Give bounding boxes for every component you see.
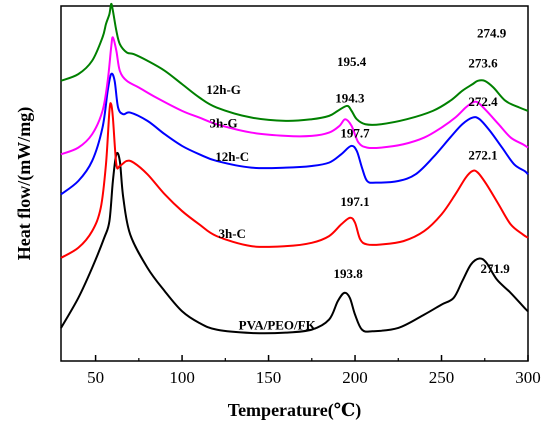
peak-label: 193.8 — [333, 266, 363, 281]
x-tick-label: 300 — [515, 368, 541, 387]
peak-label: 272.4 — [468, 94, 498, 109]
peak-label: 195.4 — [337, 54, 367, 69]
curve-label: 12h-C — [215, 149, 249, 164]
peak-label: 197.1 — [340, 194, 369, 209]
peak-label: 194.3 — [335, 91, 365, 106]
y-axis-title: Heat flow/(mW/mg) — [14, 107, 35, 260]
peak-label: 273.6 — [468, 55, 498, 70]
peak-label: 271.9 — [481, 261, 511, 276]
series-curves — [60, 2, 529, 335]
x-tick-label: 250 — [429, 368, 455, 387]
x-tick-label: 100 — [169, 368, 195, 387]
series-line-12h-c — [60, 72, 529, 196]
curve-label: 12h-G — [206, 82, 241, 97]
x-axis-ticks: 50 100 150 200 250 300 — [87, 355, 541, 387]
curve-label: 3h-C — [219, 226, 246, 241]
curve-label: PVA/PEO/FK — [239, 318, 317, 333]
x-tick-label: 50 — [87, 368, 104, 387]
peak-label: 274.9 — [477, 25, 507, 40]
peak-labels: 193.8 271.9 197.1 272.1 197.7 272.4 194.3 273.6… — [333, 25, 510, 280]
series-line-3h-g — [60, 36, 529, 156]
peak-label: 197.7 — [340, 126, 370, 141]
x-tick-label: 200 — [342, 368, 368, 387]
series-line-3h-c — [60, 102, 529, 259]
peak-label: 272.1 — [468, 147, 497, 162]
plot-frame — [60, 5, 529, 362]
series-line-pva-peo-fk — [60, 151, 529, 335]
series-line-12h-g — [60, 2, 529, 126]
x-axis-title: Temperature(℃) — [228, 400, 362, 421]
curve-labels: PVA/PEO/FK 3h-C 12h-C 3h-G 12h-G — [206, 82, 316, 332]
curve-label: 3h-G — [209, 116, 237, 131]
x-tick-label: 150 — [256, 368, 282, 387]
